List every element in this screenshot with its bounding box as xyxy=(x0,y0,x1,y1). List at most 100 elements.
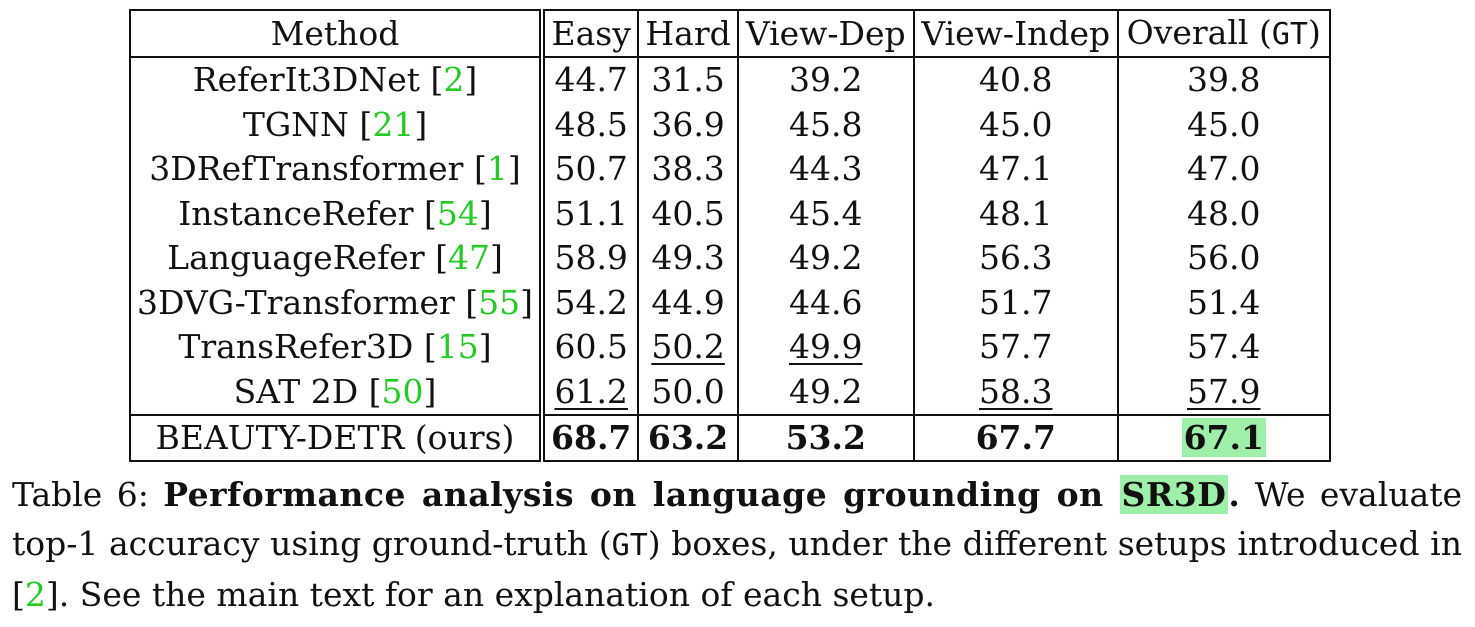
citation-link[interactable]: 50 xyxy=(381,371,424,411)
overall-cell: 57.4 xyxy=(1116,324,1331,369)
easy-cell: 44.7 xyxy=(541,56,640,102)
view-dep-cell: 49.9 xyxy=(736,324,915,369)
hard-cell: 36.9 xyxy=(637,102,739,147)
method-name: ReferIt3DNet xyxy=(192,60,421,100)
overall-cell: 47.0 xyxy=(1116,146,1331,191)
caption-label: Table 6: xyxy=(12,475,149,514)
table-row: 3DVG-Transformer [55] 54.2 44.9 44.6 51.… xyxy=(128,280,1331,325)
citation-link[interactable]: 15 xyxy=(436,327,479,367)
view-indep-cell: 48.1 xyxy=(912,191,1119,236)
caption-citation-link[interactable]: 2 xyxy=(24,575,46,614)
easy-cell: 51.1 xyxy=(541,191,640,236)
caption-title-highlight: SR3D xyxy=(1119,475,1229,514)
table-row: TransRefer3D [15] 60.5 50.2 49.9 57.7 57… xyxy=(128,324,1331,369)
method-name: TGNN xyxy=(242,104,349,144)
view-indep-cell-best: 67.7 xyxy=(912,413,1119,462)
hard-cell: 38.3 xyxy=(637,146,739,191)
overall-cell: 45.0 xyxy=(1116,102,1331,147)
view-dep-cell: 39.2 xyxy=(736,56,915,102)
header-overall: Overall (GT) xyxy=(1116,10,1331,58)
method-name: TransRefer3D xyxy=(178,327,414,367)
view-dep-cell: 45.8 xyxy=(736,102,915,147)
citation-link[interactable]: 1 xyxy=(486,149,508,189)
table-row: 3DRefTransformer [1] 50.7 38.3 44.3 47.1… xyxy=(128,146,1331,191)
caption-title: Performance analysis on language groundi… xyxy=(163,475,1240,514)
hard-cell: 50.2 xyxy=(637,324,739,369)
view-indep-cell: 51.7 xyxy=(912,280,1119,325)
header-easy: Easy xyxy=(541,10,640,58)
overall-highlight: 67.1 xyxy=(1181,418,1266,458)
method-cell: ReferIt3DNet [2] xyxy=(128,56,546,102)
hard-cell: 44.9 xyxy=(637,280,739,325)
results-table-container: Method Easy Hard View-Dep View-Indep Ove… xyxy=(128,9,1331,462)
caption-gt: GT xyxy=(611,528,648,563)
overall-cell: 51.4 xyxy=(1116,280,1331,325)
method-cell: LanguageRefer [47] xyxy=(128,235,546,280)
citation-link[interactable]: 55 xyxy=(478,282,521,322)
method-cell: InstanceRefer [54] xyxy=(128,191,546,236)
caption-title-text: Performance analysis on language groundi… xyxy=(163,475,1104,514)
results-table: Method Easy Hard View-Dep View-Indep Ove… xyxy=(128,9,1331,462)
underlined-value: 57.9 xyxy=(1187,371,1261,411)
view-dep-cell: 45.4 xyxy=(736,191,915,236)
header-overall-label: Overall xyxy=(1126,13,1249,53)
hard-cell: 49.3 xyxy=(637,235,739,280)
view-dep-cell: 44.3 xyxy=(736,146,915,191)
header-view-indep: View-Indep xyxy=(912,10,1119,58)
hard-cell-best: 63.2 xyxy=(637,413,739,462)
citation-link[interactable]: 21 xyxy=(372,104,415,144)
table-row: TGNN [21] 48.5 36.9 45.8 45.0 45.0 xyxy=(128,102,1331,147)
easy-cell: 58.9 xyxy=(541,235,640,280)
easy-cell: 54.2 xyxy=(541,280,640,325)
view-indep-cell: 47.1 xyxy=(912,146,1119,191)
table-row: LanguageRefer [47] 58.9 49.3 49.2 56.3 5… xyxy=(128,235,1331,280)
view-indep-cell: 45.0 xyxy=(912,102,1119,147)
method-name: 3DVG-Transformer xyxy=(137,282,455,322)
method-cell: TransRefer3D [15] xyxy=(128,324,546,369)
header-hard: Hard xyxy=(637,10,739,58)
citation-link[interactable]: 2 xyxy=(443,60,465,100)
overall-cell: 48.0 xyxy=(1116,191,1331,236)
table-caption: Table 6: Performance analysis on languag… xyxy=(12,470,1462,619)
citation-link[interactable]: 47 xyxy=(447,238,490,278)
method-name: InstanceRefer xyxy=(178,193,414,233)
table-header-row: Method Easy Hard View-Dep View-Indep Ove… xyxy=(128,10,1331,58)
view-indep-cell: 56.3 xyxy=(912,235,1119,280)
easy-cell-best: 68.7 xyxy=(541,413,640,462)
method-name: LanguageRefer xyxy=(167,238,425,278)
hard-cell: 50.0 xyxy=(637,369,739,415)
method-cell: 3DRefTransformer [1] xyxy=(128,146,546,191)
underlined-value: 49.9 xyxy=(789,327,863,367)
underlined-value: 58.3 xyxy=(979,371,1053,411)
method-name-ours: BEAUTY-DETR (ours) xyxy=(128,413,546,462)
hard-cell: 31.5 xyxy=(637,56,739,102)
table-row: ReferIt3DNet [2] 44.7 31.5 39.2 40.8 39.… xyxy=(128,56,1331,102)
view-indep-cell: 40.8 xyxy=(912,56,1119,102)
underlined-value: 61.2 xyxy=(554,371,628,411)
overall-cell: 57.9 xyxy=(1116,369,1331,415)
method-name: SAT 2D xyxy=(233,371,359,411)
method-cell: TGNN [21] xyxy=(128,102,546,147)
header-overall-gt: GT xyxy=(1271,17,1308,53)
easy-cell: 50.7 xyxy=(541,146,640,191)
overall-cell-best: 67.1 xyxy=(1116,413,1331,462)
overall-cell: 56.0 xyxy=(1116,235,1331,280)
table-row: InstanceRefer [54] 51.1 40.5 45.4 48.1 4… xyxy=(128,191,1331,236)
view-dep-cell: 49.2 xyxy=(736,235,915,280)
view-dep-cell-best: 53.2 xyxy=(736,413,915,462)
caption-text-3: ]. See the main text for an explanation … xyxy=(45,575,936,614)
method-name: 3DRefTransformer xyxy=(149,149,464,189)
method-cell: 3DVG-Transformer [55] xyxy=(128,280,546,325)
overall-cell: 39.8 xyxy=(1116,56,1331,102)
table-row: SAT 2D [50] 61.2 50.0 49.2 58.3 57.9 xyxy=(128,369,1331,415)
citation-link[interactable]: 54 xyxy=(436,193,479,233)
caption-text-1: We evaluate top-1 accuracy using ground-… xyxy=(12,475,1463,563)
hard-cell: 40.5 xyxy=(637,191,739,236)
header-method: Method xyxy=(128,10,546,58)
easy-cell: 61.2 xyxy=(541,369,640,415)
view-indep-cell: 57.7 xyxy=(912,324,1119,369)
header-view-dep: View-Dep xyxy=(736,10,915,58)
table-row-ours: BEAUTY-DETR (ours) 68.7 63.2 53.2 67.7 6… xyxy=(128,413,1331,462)
underlined-value: 50.2 xyxy=(651,327,725,367)
caption-text-2: ) boxes, under the different setups intr… xyxy=(12,524,1462,614)
